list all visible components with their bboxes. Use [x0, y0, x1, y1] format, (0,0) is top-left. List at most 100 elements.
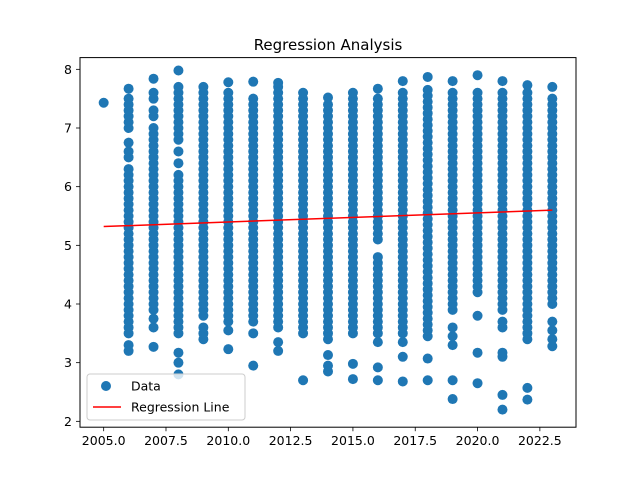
data-point	[123, 93, 134, 104]
data-point	[522, 382, 533, 393]
data-point	[447, 331, 458, 342]
x-tick-label: 2017.5	[393, 433, 437, 448]
data-point	[422, 353, 433, 364]
y-tick-label: 7	[64, 121, 72, 136]
data-point	[123, 137, 134, 148]
data-point	[148, 313, 159, 324]
data-point	[547, 316, 558, 327]
data-point	[497, 76, 508, 87]
data-point	[547, 334, 558, 345]
data-point	[98, 97, 109, 108]
data-point	[497, 316, 508, 327]
data-point	[472, 87, 483, 98]
data-point	[248, 328, 259, 339]
legend-box	[86, 373, 246, 421]
legend-regression-label: Regression Line	[131, 400, 230, 415]
data-point	[148, 105, 159, 116]
data-point	[397, 376, 408, 387]
data-point	[248, 93, 259, 104]
data-point	[547, 93, 558, 104]
data-point	[497, 347, 508, 358]
data-point	[323, 350, 333, 361]
data-point	[148, 87, 159, 98]
data-point	[397, 337, 408, 348]
y-tick-label: 6	[64, 179, 72, 194]
data-point	[397, 87, 408, 98]
data-point	[173, 158, 184, 169]
data-point	[522, 87, 533, 98]
data-point	[472, 347, 483, 358]
data-point	[447, 322, 458, 333]
x-tick-label: 2005.0	[82, 433, 126, 448]
data-point	[123, 340, 134, 351]
data-point	[198, 322, 209, 333]
data-point	[447, 394, 458, 405]
data-point	[173, 357, 184, 368]
data-point	[422, 84, 433, 95]
data-point	[273, 337, 284, 348]
data-point	[148, 341, 159, 352]
data-point	[372, 252, 383, 263]
y-tick-label: 4	[64, 297, 72, 312]
data-point	[323, 92, 333, 103]
data-point	[173, 65, 184, 76]
data-point	[347, 374, 358, 385]
data-point	[372, 362, 383, 373]
x-axis: 2005.0 2007.5 2010.0 2012.5 2015.0 2017.5 2020…	[82, 427, 562, 448]
data-point	[223, 325, 234, 336]
data-point	[248, 76, 259, 87]
data-point	[422, 375, 433, 386]
regression-line	[103, 209, 553, 228]
data-point	[223, 77, 234, 88]
data-point	[447, 375, 458, 386]
data-point	[447, 76, 458, 87]
x-tick-label: 2022.5	[518, 433, 562, 448]
data-point	[173, 81, 184, 92]
data-point	[497, 404, 508, 415]
data-point	[497, 389, 508, 400]
x-tick-label: 2015.0	[331, 433, 375, 448]
data-point	[472, 70, 483, 81]
x-tick-label: 2020.0	[456, 433, 500, 448]
data-point	[173, 347, 184, 358]
x-tick-label: 2007.5	[144, 433, 188, 448]
y-axis: 2 3 4 5 6 7 8	[64, 62, 80, 429]
y-tick-label: 5	[64, 238, 72, 253]
data-point	[547, 81, 558, 92]
data-point	[497, 87, 508, 98]
chart-title: Regression Analysis	[254, 36, 403, 54]
data-point	[397, 351, 408, 362]
data-point	[148, 73, 159, 84]
data-point	[547, 341, 558, 352]
data-point	[298, 87, 309, 98]
data-point	[123, 164, 134, 175]
data-point	[173, 169, 184, 180]
legend: Data Regression Line	[86, 373, 246, 421]
data-point	[323, 360, 333, 371]
data-point	[323, 99, 333, 110]
data-point	[173, 146, 184, 157]
data-point	[447, 340, 458, 351]
data-point	[223, 344, 234, 355]
data-point	[273, 345, 284, 356]
data-point	[472, 378, 483, 389]
legend-data-label: Data	[131, 379, 161, 394]
data-point	[472, 310, 483, 321]
data-point	[522, 80, 533, 91]
y-tick-label: 8	[64, 62, 72, 77]
data-point	[273, 77, 284, 88]
y-tick-label: 2	[64, 414, 72, 429]
y-tick-label: 3	[64, 355, 72, 370]
data-point	[447, 87, 458, 98]
x-tick-label: 2010.0	[206, 433, 250, 448]
data-point	[248, 360, 259, 371]
data-point	[372, 375, 383, 386]
data-point	[397, 76, 408, 87]
data-point	[372, 93, 383, 104]
data-point	[522, 394, 533, 405]
data-point	[123, 83, 134, 94]
data-point	[347, 87, 358, 98]
data-point	[298, 375, 309, 386]
data-point	[372, 83, 383, 94]
